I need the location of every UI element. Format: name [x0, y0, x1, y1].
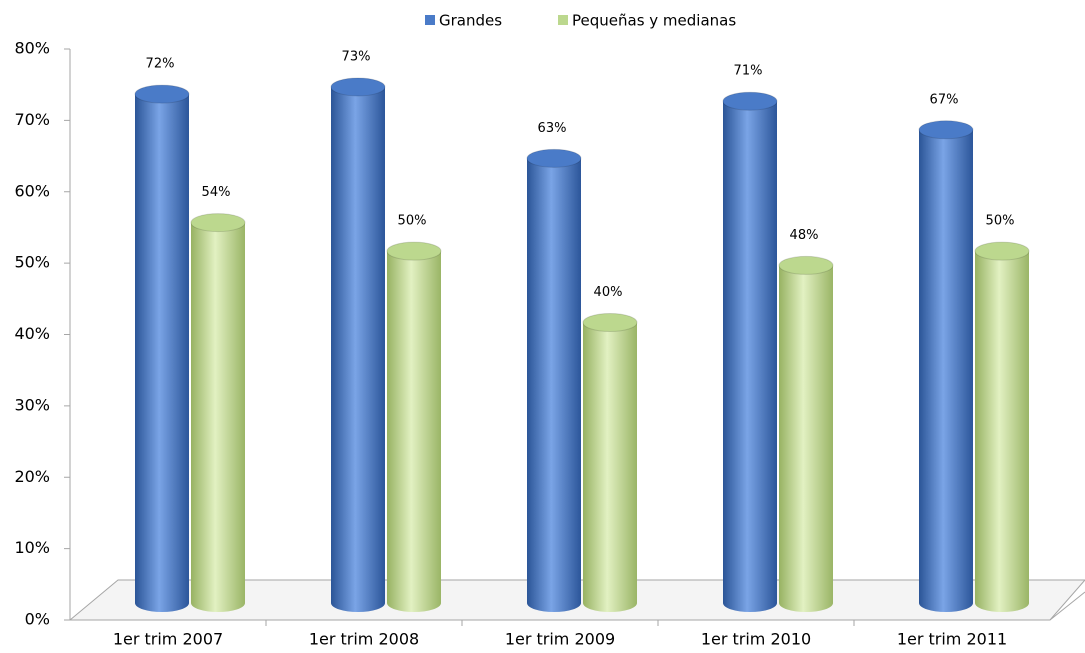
x-tick-label: 1er trim 2007 [113, 630, 223, 649]
value-label: 48% [790, 228, 819, 243]
x-tick-label: 1er trim 2010 [701, 630, 811, 649]
legend-label: Grandes [439, 12, 502, 30]
bar [387, 251, 441, 603]
value-label: 71% [734, 64, 763, 79]
value-label: 50% [986, 214, 1015, 229]
y-tick-label: 40% [14, 324, 50, 343]
bar-top [526, 148, 582, 168]
bar-top [134, 84, 190, 104]
bar [583, 322, 637, 603]
value-label: 63% [538, 121, 567, 136]
y-tick-label: 0% [25, 610, 50, 629]
bar [779, 265, 833, 603]
bar-top [386, 241, 442, 261]
legend-swatch [558, 15, 568, 25]
bar-top [722, 91, 778, 111]
bar-top [778, 255, 834, 275]
y-tick-label: 10% [14, 538, 50, 557]
legend-swatch [425, 15, 435, 25]
y-tick-label: 20% [14, 467, 50, 486]
bars [134, 77, 1030, 612]
value-label: 73% [342, 49, 371, 64]
bar [191, 222, 245, 603]
x-tick-label: 1er trim 2008 [309, 630, 419, 649]
y-tick-label: 50% [14, 253, 50, 272]
x-tick-label: 1er trim 2009 [505, 630, 615, 649]
bar [919, 129, 973, 603]
y-tick-label: 70% [14, 110, 50, 129]
value-label: 72% [146, 57, 175, 72]
bar-top [330, 77, 386, 97]
value-label: 54% [202, 185, 231, 200]
bar-top [974, 241, 1030, 261]
x-tick-label: 1er trim 2011 [897, 630, 1007, 649]
bar-top [190, 213, 246, 233]
bar-top [918, 120, 974, 140]
bar-top [582, 313, 638, 332]
bar [975, 251, 1029, 603]
y-tick-label: 80% [14, 39, 50, 58]
legend-label: Pequeñas y medianas [572, 12, 736, 30]
value-label: 67% [930, 92, 959, 107]
floor-edge [1049, 591, 1085, 621]
bar [331, 86, 385, 603]
value-label: 40% [594, 285, 623, 300]
bar [527, 158, 581, 603]
bar [723, 101, 777, 604]
y-tick-label: 60% [14, 181, 50, 200]
bar [135, 94, 189, 603]
y-tick-label: 30% [14, 395, 50, 414]
value-label: 50% [398, 214, 427, 229]
